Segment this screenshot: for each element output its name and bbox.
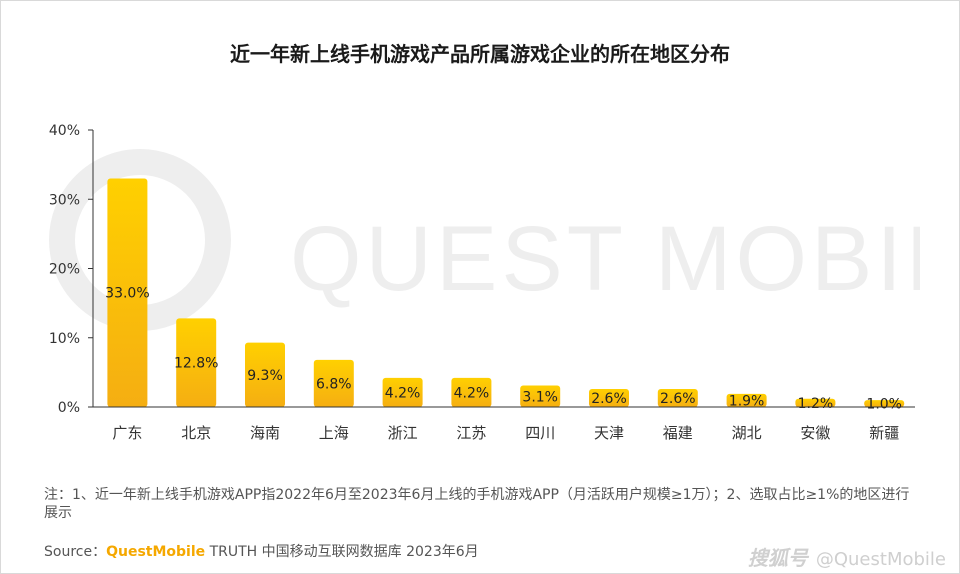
- y-tick-label: 30%: [49, 192, 80, 208]
- data-label: 1.9%: [729, 393, 765, 409]
- bar: [795, 398, 836, 407]
- bar: [382, 377, 423, 407]
- x-tick-label: 江苏: [456, 424, 486, 442]
- bar: [313, 359, 354, 407]
- bar: [864, 400, 905, 407]
- y-axis: 0% 10% 20% 30% 40%: [49, 123, 94, 416]
- source-line: Source：QuestMobile TRUTH 中国移动互联网数据库 2023…: [44, 541, 479, 561]
- y-tick-label: 40%: [49, 123, 80, 139]
- bar: [245, 342, 285, 407]
- bar: [176, 318, 217, 407]
- data-label: 4.2%: [454, 385, 490, 401]
- data-label: 1.2%: [798, 396, 834, 412]
- x-tick-label: 上海: [319, 424, 349, 442]
- x-tick-label: 海南: [250, 424, 280, 442]
- chart-title: 近一年新上线手机游戏产品所属游戏企业的所在地区分布: [230, 42, 730, 66]
- x-tick-label: 四川: [525, 424, 555, 442]
- bar: [107, 178, 148, 407]
- footnote: 注：1、近一年新上线手机游戏APP指2022年6月至2023年6月上线的手机游戏…: [44, 487, 910, 521]
- y-tick-label: 10%: [49, 331, 80, 347]
- credit: 搜狐号 @QuestMobile: [748, 542, 946, 571]
- bar: [726, 393, 767, 407]
- data-labels: 33.0% 12.8% 9.3% 6.8% 4.2% 4.2% 3.1% 2.6% 2.6% 1.…: [105, 286, 902, 413]
- credit-handle: @QuestMobile: [815, 549, 946, 570]
- data-label: 9.3%: [247, 368, 283, 384]
- x-tick-label: 福建: [663, 424, 693, 442]
- x-tick-label: 安徽: [800, 424, 830, 442]
- y-tick-label: 0%: [58, 400, 80, 416]
- source-text: TRUTH 中国移动互联网数据库 2023年6月: [205, 544, 479, 560]
- data-label: 6.8%: [316, 376, 352, 392]
- credit-site: 搜狐号: [747, 546, 808, 570]
- x-tick-label: 新疆: [869, 424, 899, 442]
- bar-chart: 0% 10% 20% 30% 40% 33.0% 12.8% 9.3% 6.8% 4.2% 4.2…: [49, 123, 915, 442]
- data-label: 1.0%: [866, 397, 902, 413]
- data-label: 12.8%: [174, 356, 218, 372]
- bar: [589, 388, 629, 407]
- bars: [107, 178, 905, 407]
- bar: [657, 388, 698, 407]
- x-tick-label: 北京: [181, 424, 211, 442]
- data-label: 2.6%: [660, 391, 696, 407]
- source-label: Source：: [44, 544, 107, 560]
- x-tick-label: 天津: [594, 424, 624, 442]
- data-label: 33.0%: [105, 286, 149, 302]
- x-axis: 广东 北京 海南 上海 浙江 江苏 四川 天津 福建 湖北 安徽 新疆: [93, 406, 915, 442]
- bar: [451, 377, 492, 407]
- x-tick-label: 广东: [112, 424, 142, 442]
- data-label: 4.2%: [385, 385, 421, 401]
- data-label: 2.6%: [591, 391, 627, 407]
- bar: [520, 385, 561, 407]
- x-tick-label: 湖北: [732, 424, 762, 442]
- x-tick-label: 浙江: [388, 424, 418, 442]
- data-label: 3.1%: [522, 389, 558, 405]
- y-tick-label: 20%: [49, 262, 80, 278]
- source-brand: QuestMobile: [106, 544, 206, 560]
